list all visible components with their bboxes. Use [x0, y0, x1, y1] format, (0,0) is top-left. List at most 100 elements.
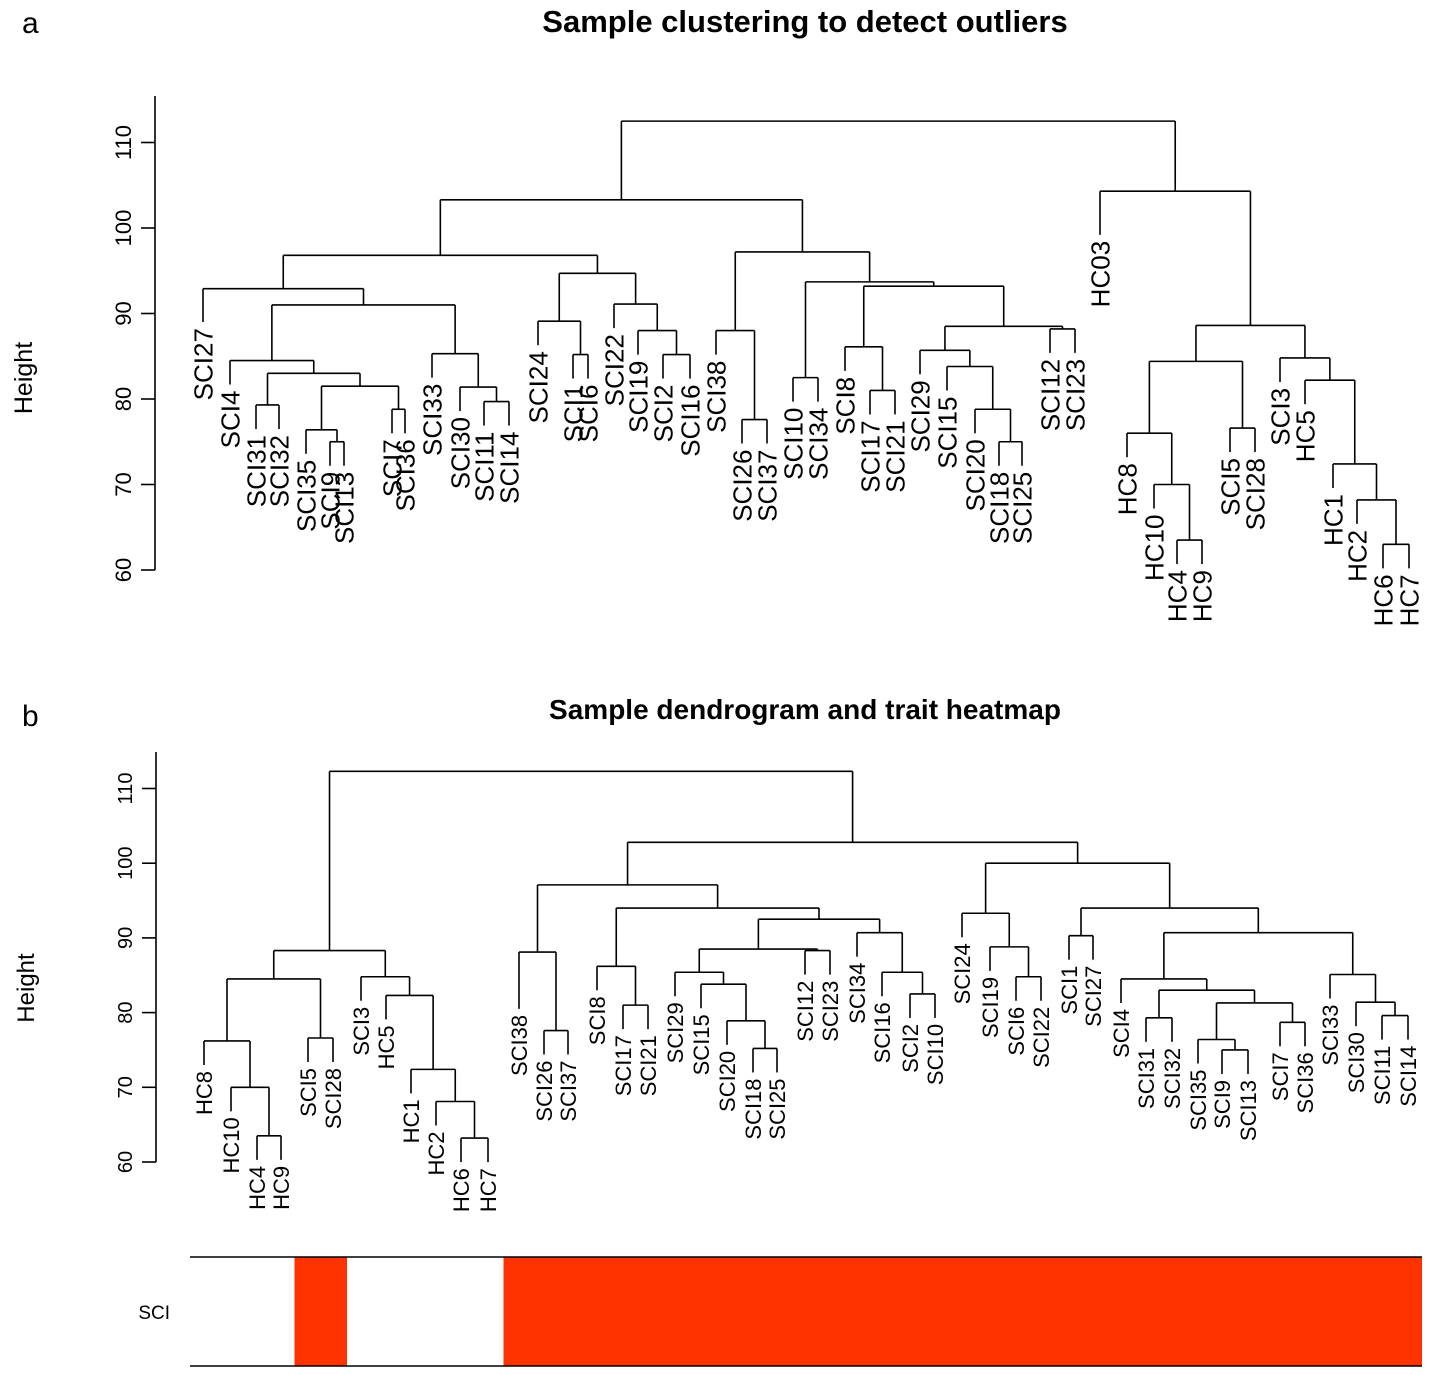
- y-tick-label: 70: [115, 1076, 137, 1098]
- leaf-label: SCI24: [950, 943, 975, 1004]
- leaf-label: SCI19: [623, 361, 653, 433]
- leaf-label: HC10: [219, 1117, 244, 1173]
- y-tick-label: 90: [115, 927, 137, 949]
- leaf-label: SCI17: [611, 1035, 636, 1096]
- leaf-label: SCI28: [1240, 458, 1270, 530]
- leaf-label: SCI2: [898, 1024, 923, 1073]
- leaf-label: HC6: [1368, 574, 1398, 626]
- y-tick-label: 80: [115, 1001, 137, 1023]
- chart-b-title: Sample dendrogram and trait heatmap: [549, 694, 1061, 725]
- leaf-label: HC9: [1187, 570, 1217, 622]
- leaf-label: SCI3: [349, 1007, 374, 1056]
- leaf-label: HC9: [269, 1166, 294, 1210]
- leaf-label: SCI4: [1109, 1009, 1134, 1058]
- leaf-label: SCI11: [1370, 1046, 1395, 1106]
- leaf-label: SCI8: [830, 377, 860, 435]
- leaf-label: SCI31: [241, 435, 271, 507]
- leaf-label: SCI11: [469, 432, 499, 502]
- leaf-label: SCI34: [845, 963, 870, 1024]
- y-tick-label: 60: [115, 1151, 137, 1173]
- leaf-label: SCI23: [1060, 359, 1090, 431]
- leaf-label: SCI23: [818, 981, 843, 1042]
- leaf-label: SCI20: [715, 1051, 740, 1112]
- chart-a-title: Sample clustering to detect outliers: [542, 4, 1067, 39]
- leaf-label: SCI34: [803, 408, 833, 480]
- heatmap-row-label: SCI: [138, 1303, 170, 1324]
- leaf-label: SCI35: [1186, 1069, 1211, 1130]
- chart-a-ylabel: Height: [10, 342, 38, 414]
- leaf-label: SCI27: [188, 328, 218, 400]
- leaf-label: SCI26: [532, 1061, 557, 1122]
- panel-b-label: b: [22, 700, 39, 733]
- leaf-label: SCI3: [1265, 388, 1295, 446]
- leaf-label: SCI4: [215, 391, 245, 449]
- leaf-label: HC5: [374, 1025, 399, 1069]
- leaf-label: HC8: [192, 1071, 217, 1115]
- heatmap-cell: [294, 1257, 347, 1366]
- leaf-label: SCI29: [905, 380, 935, 452]
- leaf-label: HC4: [245, 1166, 270, 1210]
- leaf-label: SCI10: [778, 408, 808, 480]
- y-tick-label: 90: [111, 301, 136, 325]
- leaf-label: SCI5: [1215, 458, 1245, 516]
- leaf-label: HC6: [449, 1168, 474, 1212]
- leaf-label: SCI1: [558, 385, 588, 443]
- chart-b-ylabel: Height: [13, 953, 40, 1023]
- y-tick-label: 110: [115, 773, 137, 805]
- y-tick-label: 80: [111, 387, 136, 411]
- leaf-label: HC8: [1112, 463, 1142, 515]
- leaf-label: SCI18: [741, 1078, 766, 1139]
- leaf-label: SCI24: [523, 351, 553, 423]
- leaf-label: SCI12: [1035, 359, 1065, 431]
- y-tick-label: 70: [111, 472, 136, 496]
- leaf-label: SCI18: [984, 472, 1014, 544]
- leaf-label: SCI14: [494, 432, 524, 504]
- leaf-label: SCI32: [264, 435, 294, 507]
- y-tick-label: 100: [115, 847, 137, 880]
- leaf-label: SCI35: [291, 460, 321, 532]
- panel-a-label: a: [22, 7, 39, 40]
- leaf-label: SCI27: [1081, 966, 1106, 1027]
- leaf-label: SCI36: [1293, 1052, 1318, 1113]
- leaf-label: SCI38: [701, 361, 731, 433]
- leaf-label: SCI16: [870, 1002, 895, 1063]
- leaf-label: SCI15: [932, 397, 962, 469]
- leaf-label: SCI20: [960, 439, 990, 511]
- heatmap-cell: [503, 1257, 1422, 1366]
- leaf-label: SCI29: [663, 1002, 688, 1063]
- y-tick-label: 110: [111, 125, 136, 160]
- leaf-label: SCI13: [1236, 1080, 1261, 1141]
- leaf-label: HC10: [1139, 515, 1169, 581]
- leaf-label: SCI37: [752, 450, 782, 522]
- leaf-label: HC03: [1085, 241, 1115, 307]
- leaf-label: SCI9: [315, 472, 345, 530]
- leaf-label: SCI10: [923, 1024, 948, 1085]
- leaf-label: HC1: [399, 1099, 424, 1143]
- leaf-label: SCI30: [445, 417, 475, 489]
- leaf-label: SCI7: [377, 439, 407, 497]
- leaf-label: SCI1: [1057, 966, 1082, 1015]
- leaf-label: SCI31: [1134, 1048, 1159, 1109]
- chart-a-dendrogram: SCI27SCI4SCI31SCI32SCI35SCI9SCI13SCI7SCI…: [111, 96, 1424, 626]
- leaf-label: SCI2: [648, 385, 678, 443]
- y-tick-label: 100: [111, 210, 136, 247]
- leaf-label: SCI25: [1007, 472, 1037, 544]
- leaf-label: SCI22: [1029, 1007, 1054, 1068]
- leaf-label: HC7: [1394, 574, 1424, 626]
- trait-heatmap: SCI: [138, 1256, 1422, 1367]
- leaf-label: SCI33: [1318, 1005, 1343, 1066]
- leaf-label: SCI38: [507, 1015, 532, 1076]
- leaf-label: SCI28: [321, 1068, 346, 1129]
- leaf-label: SCI7: [1268, 1052, 1293, 1101]
- leaf-label: SCI12: [793, 981, 818, 1042]
- leaf-label: HC7: [476, 1168, 501, 1212]
- leaf-label: SCI14: [1396, 1046, 1421, 1107]
- leaf-label: SCI21: [636, 1035, 661, 1096]
- heatmap-cell: [347, 1257, 504, 1366]
- leaf-label: SCI5: [296, 1068, 321, 1117]
- leaf-label: SCI25: [765, 1078, 790, 1139]
- leaf-label: SCI17: [855, 420, 885, 492]
- leaf-label: SCI21: [880, 420, 910, 492]
- leaf-label: SCI15: [689, 1014, 714, 1075]
